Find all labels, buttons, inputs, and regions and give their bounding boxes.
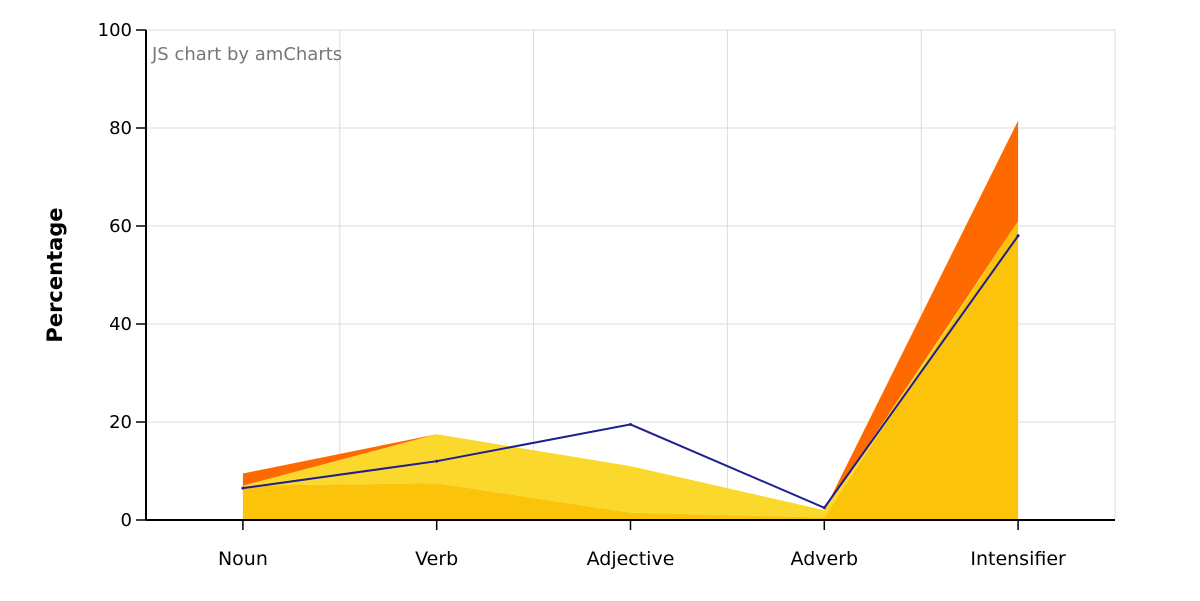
y-tick-label: 60 [109,216,132,237]
gridlines [146,29,1116,520]
x-tick-label: Noun [218,548,268,570]
area-series-1[interactable] [242,221,1019,518]
chart-credit[interactable]: JS chart by amCharts [151,44,342,65]
y-tick-label: 20 [109,412,132,433]
line-point[interactable] [241,486,245,490]
y-tick-label: 100 [98,20,132,41]
y-axis-title: Percentage [43,207,67,342]
y-tick-label: 80 [109,118,132,139]
line-series-layer [241,234,1020,510]
axes [136,29,1115,530]
line-point[interactable] [629,422,632,426]
y-tick-label: 0 [121,510,132,531]
area-series-layer [242,120,1019,520]
line-point[interactable] [1016,234,1020,238]
x-tick-label: Adverb [791,548,859,570]
x-tick-label: Intensifier [970,548,1066,570]
line-point[interactable] [435,459,439,463]
area-series-0[interactable] [242,221,1019,520]
y-tick-label: 40 [109,314,132,335]
x-tick-label: Adjective [587,548,675,570]
x-tick-label: Verb [415,548,458,570]
labels: 0 20 40 60 80 100 Noun Verb Adjective Adverb Inten… [98,20,1066,570]
line-point[interactable] [822,506,826,510]
